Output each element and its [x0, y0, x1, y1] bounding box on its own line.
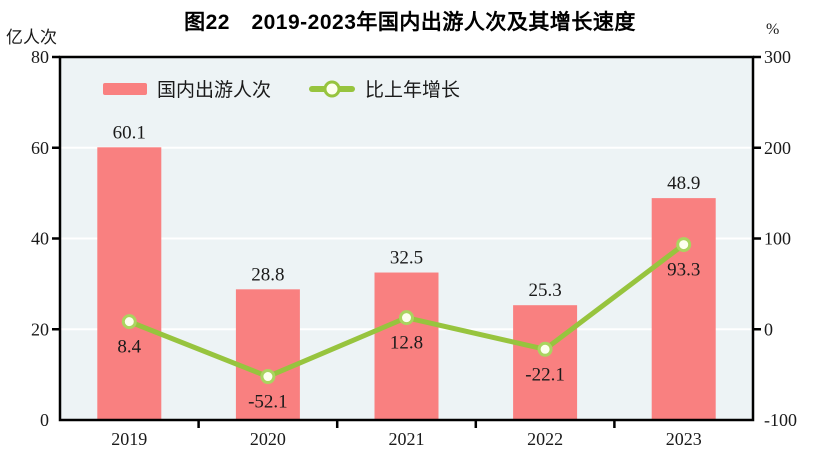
line-point-2021	[399, 310, 414, 326]
left-axis-tick-label: 40	[31, 229, 49, 249]
chart-title: 图22 2019-2023年国内出游人次及其增长速度	[184, 11, 636, 34]
legend-line-label: 比上年增长	[365, 80, 461, 101]
left-axis-tick-label: 20	[31, 319, 49, 339]
bar-2022	[513, 305, 578, 420]
left-axis-tick-label: 80	[31, 47, 49, 67]
right-axis-tick-label: 300	[764, 47, 791, 67]
x-axis-label-2023: 2023	[666, 429, 702, 449]
line-value-label-2019: 8.4	[117, 337, 141, 358]
left-axis-tick-label: 60	[31, 138, 49, 158]
line-value-label-2020: -52.1	[248, 392, 288, 413]
legend-line-marker-icon	[323, 80, 341, 97]
right-axis-tick-label: 0	[764, 319, 773, 339]
bar-2019	[97, 147, 162, 420]
bar-value-label-2019: 60.1	[113, 122, 146, 143]
line-value-label-2021: 12.8	[390, 333, 423, 354]
legend-bar-swatch	[103, 82, 147, 95]
line-point-2022	[537, 341, 553, 357]
left-axis-tick-label: 0	[40, 410, 49, 430]
legend-line-icon	[309, 80, 356, 97]
right-axis-tick-label: -100	[764, 410, 797, 430]
line-value-label-2023: 93.3	[667, 260, 700, 281]
right-axis-unit-label: %	[766, 21, 780, 38]
x-axis-label-2019: 2019	[111, 429, 147, 449]
x-axis-label-2020: 2020	[250, 429, 286, 449]
left-axis-unit-label: 亿人次	[6, 28, 57, 47]
bar-value-label-2021: 32.5	[390, 248, 423, 269]
bar-2020	[235, 289, 300, 420]
bar-2021	[374, 272, 439, 420]
line-point-2019	[121, 314, 137, 330]
line-value-label-2022: -22.1	[525, 364, 565, 385]
bar-value-label-2020: 28.8	[251, 264, 284, 285]
right-axis-tick-label: 100	[764, 229, 791, 249]
line-point-2020	[260, 369, 276, 385]
bar-2023	[651, 198, 716, 420]
legend-bar-label: 国内出游人次	[157, 80, 272, 101]
right-axis-tick-label: 200	[764, 138, 791, 158]
x-axis-label-2022: 2022	[527, 429, 563, 449]
x-axis-label-2021: 2021	[389, 429, 425, 449]
bar-value-label-2022: 25.3	[528, 280, 561, 301]
line-point-2023	[676, 237, 692, 253]
legend: 国内出游人次 比上年增长	[103, 75, 460, 102]
bar-value-label-2023: 48.9	[667, 173, 700, 194]
